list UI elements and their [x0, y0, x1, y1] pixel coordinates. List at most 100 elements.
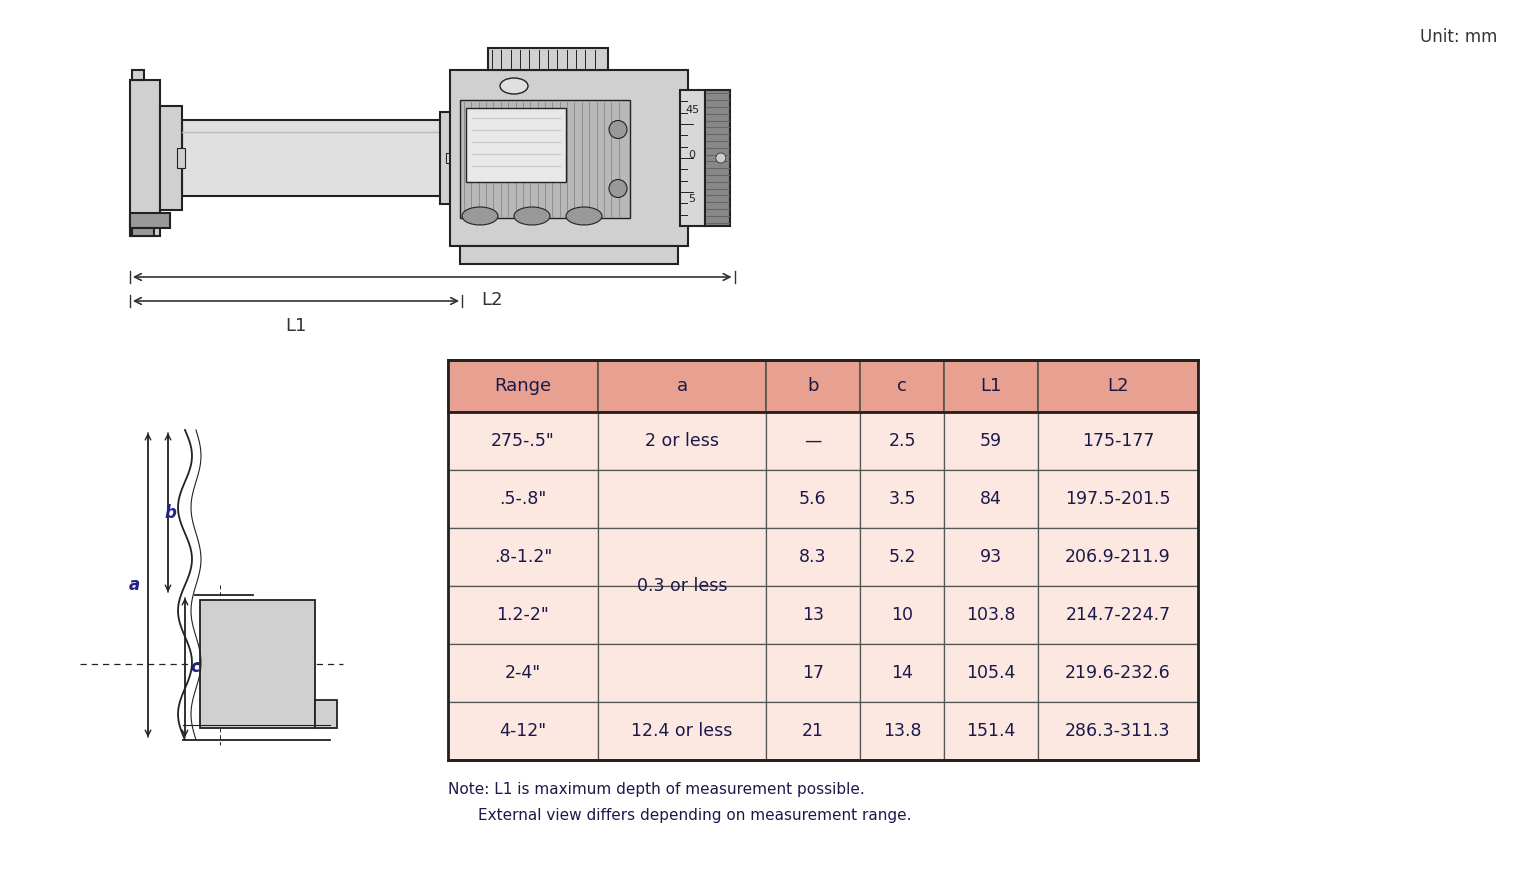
Bar [488, 48, 608, 70]
Text: Unit: mm: Unit: mm [1420, 28, 1498, 46]
Text: 175-177: 175-177 [1081, 432, 1154, 450]
Circle shape [608, 121, 627, 138]
Bar [766, 702, 860, 760]
Bar [1039, 528, 1199, 586]
Text: .5-.8": .5-.8" [499, 490, 546, 508]
Bar [467, 108, 566, 182]
Text: 2.5: 2.5 [888, 432, 915, 450]
Text: 103.8: 103.8 [967, 606, 1016, 624]
Text: 151.4: 151.4 [967, 722, 1016, 740]
Text: L1: L1 [285, 317, 307, 335]
Bar [448, 360, 1199, 760]
Bar [1039, 412, 1199, 470]
Bar [860, 644, 944, 702]
Ellipse shape [500, 78, 528, 94]
Text: 12.4 or less: 12.4 or less [631, 722, 732, 740]
Bar [1039, 470, 1199, 528]
Bar [133, 228, 154, 236]
Text: 2-4": 2-4" [505, 664, 541, 682]
Text: 3.5: 3.5 [888, 490, 915, 508]
Ellipse shape [514, 207, 551, 225]
Text: 14: 14 [891, 664, 913, 682]
Bar [448, 412, 598, 470]
Bar [448, 586, 598, 644]
Text: 10: 10 [891, 606, 913, 624]
Text: External view differs depending on measurement range.: External view differs depending on measu… [477, 808, 912, 823]
Bar [598, 412, 766, 470]
Text: 1.2-2": 1.2-2" [497, 606, 549, 624]
Bar [860, 586, 944, 644]
Bar [181, 120, 451, 196]
Bar [705, 90, 729, 226]
Text: 2 or less: 2 or less [645, 432, 718, 450]
Text: 5.2: 5.2 [888, 548, 915, 566]
Bar [860, 412, 944, 470]
Bar [177, 148, 185, 168]
Text: 8.3: 8.3 [799, 548, 827, 566]
Ellipse shape [566, 207, 602, 225]
Bar [448, 360, 598, 412]
Text: 17: 17 [802, 664, 824, 682]
Bar [130, 213, 169, 228]
Text: 0: 0 [689, 150, 695, 161]
Bar [860, 528, 944, 586]
Bar [944, 644, 1039, 702]
Text: 5.6: 5.6 [799, 490, 827, 508]
Text: a: a [128, 576, 140, 594]
Text: 219.6-232.6: 219.6-232.6 [1064, 664, 1171, 682]
Bar [944, 412, 1039, 470]
Text: b: b [807, 377, 819, 395]
Bar [598, 528, 766, 586]
Bar [944, 702, 1039, 760]
Bar [160, 106, 181, 210]
Bar [860, 470, 944, 528]
Text: L2: L2 [482, 291, 503, 309]
Text: 45: 45 [685, 106, 698, 116]
Text: c: c [897, 377, 907, 395]
Bar [130, 80, 160, 236]
Text: .8-1.2": .8-1.2" [494, 548, 552, 566]
Text: 13: 13 [802, 606, 824, 624]
Bar [441, 112, 451, 204]
Bar [860, 360, 944, 412]
Text: 13.8: 13.8 [883, 722, 921, 740]
Bar [944, 470, 1039, 528]
Bar [448, 470, 598, 528]
Bar [766, 528, 860, 586]
Bar [860, 702, 944, 760]
Bar [598, 702, 766, 760]
Text: Range: Range [494, 377, 552, 395]
Text: Note: L1 is maximum depth of measurement possible.: Note: L1 is maximum depth of measurement… [448, 782, 865, 797]
Text: 59: 59 [981, 432, 1002, 450]
Bar [766, 644, 860, 702]
Bar [598, 644, 766, 702]
Text: 206.9-211.9: 206.9-211.9 [1064, 548, 1171, 566]
Text: —: — [804, 432, 822, 450]
Text: 4-12": 4-12" [500, 722, 546, 740]
Text: 0.3 or less: 0.3 or less [637, 577, 727, 595]
Bar [450, 70, 688, 246]
Text: 105.4: 105.4 [967, 664, 1016, 682]
Bar [461, 100, 630, 218]
Circle shape [715, 153, 726, 163]
Bar [133, 70, 143, 80]
Text: b: b [165, 504, 175, 521]
Text: 93: 93 [981, 548, 1002, 566]
Bar [766, 586, 860, 644]
Bar [766, 360, 860, 412]
Text: 275-.5": 275-.5" [491, 432, 555, 450]
Text: 214.7-224.7: 214.7-224.7 [1066, 606, 1171, 624]
Text: 21: 21 [802, 722, 824, 740]
Text: c: c [191, 659, 200, 676]
Bar [1039, 702, 1199, 760]
Bar [448, 702, 598, 760]
Bar [461, 246, 679, 264]
Text: L1: L1 [981, 377, 1002, 395]
Text: 84: 84 [981, 490, 1002, 508]
Ellipse shape [462, 207, 499, 225]
Text: L2: L2 [1107, 377, 1128, 395]
Bar [1039, 644, 1199, 702]
Circle shape [608, 180, 627, 198]
Text: a: a [677, 377, 688, 395]
Bar [448, 644, 598, 702]
